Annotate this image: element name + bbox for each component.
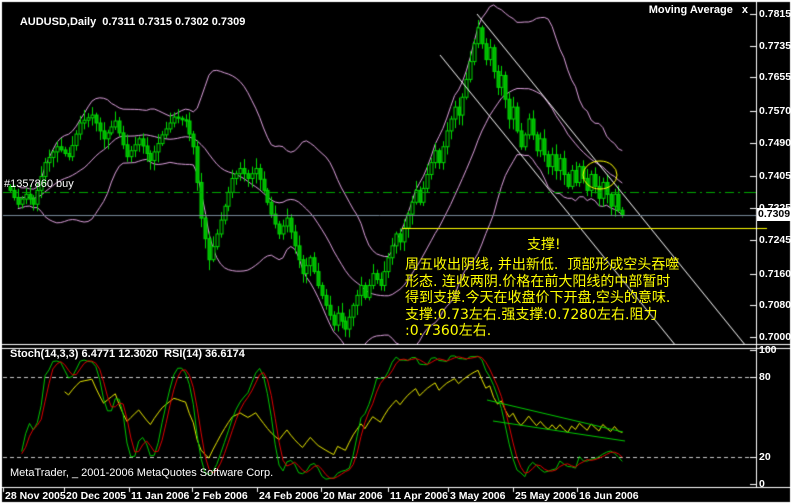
price-axis-label: 0.7245 xyxy=(759,234,792,246)
date-label: 11 Jan 2006 xyxy=(131,490,190,502)
indicator-axis-label: 100 xyxy=(759,344,777,356)
price-axis-label: 0.7080 xyxy=(759,299,792,311)
date-label: 2 Feb 2006 xyxy=(194,490,248,502)
analysis-line: :0.7360左右. xyxy=(405,323,492,339)
current-price-tag: 0.7309 xyxy=(757,208,792,221)
indicator-axis-label: 20 xyxy=(759,451,771,463)
price-axis-label: 0.7000 xyxy=(759,331,792,343)
price-axis-label: 0.7405 xyxy=(759,170,792,182)
symbol-period-label: AUDUSD,Daily xyxy=(19,16,97,28)
analysis-line: 周五收出阴线, 并出新低. 顶部形成空头吞噬 xyxy=(405,257,680,273)
price-axis-label: 0.7655 xyxy=(759,71,792,83)
indicator-close-icon[interactable]: x xyxy=(741,4,748,16)
watermark: MetaTrader, _ 2001-2006 MetaQuotes Softw… xyxy=(10,467,274,479)
price-axis-label: 0.7490 xyxy=(759,137,792,149)
date-label: 20 Dec 2005 xyxy=(66,490,127,502)
support-annotation: 支撑! xyxy=(527,237,561,253)
indicator-axis-label: 0 xyxy=(759,478,765,490)
price-axis-label: 0.7570 xyxy=(759,105,792,117)
price-axis-label: 0.7160 xyxy=(759,268,792,280)
indicator-values-label: Stoch(14,3,3) 6.4771 12.3020 RSI(14) 36.… xyxy=(10,348,245,360)
ohlc-values: 0.7311 0.7315 0.7302 0.7309 xyxy=(102,16,246,28)
price-axis-label: 0.7815 xyxy=(759,8,792,20)
date-label: 20 Mar 2006 xyxy=(323,490,383,502)
analysis-line: 得到支撑.今天在收盘价下开盘,空头的意味. xyxy=(405,290,671,306)
date-label: 28 Nov 2005 xyxy=(5,490,66,502)
chart-title: AUDUSD,Daily 0.7311 0.7315 0.7302 0.7309 xyxy=(8,4,251,40)
price-axis-label: 0.7735 xyxy=(759,40,792,52)
date-label: 11 Apr 2006 xyxy=(390,490,448,502)
indicator-name-box: Moving Average x xyxy=(649,4,748,16)
date-label: 16 Jun 2006 xyxy=(579,490,639,502)
indicator-name-label: Moving Average xyxy=(648,4,733,16)
date-label: 3 May 2006 xyxy=(450,490,506,502)
date-label: 25 May 2006 xyxy=(515,490,577,502)
analysis-line: 形态. 连收两阴.价格在前大阳线的中部暂时 xyxy=(405,273,671,290)
indicator-axis-label: 80 xyxy=(759,371,771,383)
date-label: 24 Feb 2006 xyxy=(259,490,319,502)
analysis-line: 支撑:0.73左右.强支撑:0.7280左右.阻力 xyxy=(405,306,658,323)
order-line-label: #1357860 buy xyxy=(4,178,74,190)
